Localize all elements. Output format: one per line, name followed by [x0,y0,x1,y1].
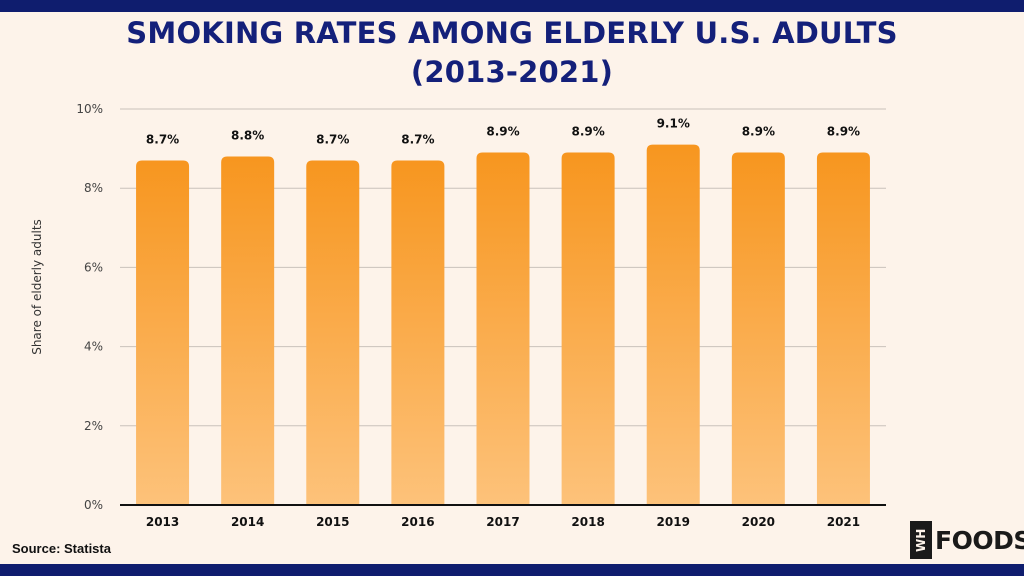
y-axis-ticks: 0% 2% 4% 6% 8% 10% [76,102,103,512]
bar-2014 [221,156,275,505]
chart-title-line-2: (2013-2021) [410,55,614,89]
x-tick-label-2020: 2020 [742,515,775,529]
bar-2016 [391,160,445,506]
y-tick-label-0: 0% [84,498,103,512]
y-tick-label-8: 8% [84,181,103,195]
logo-badge: WH [910,521,932,559]
bar-2013 [136,160,190,506]
logo-text: FOODS [935,525,1024,555]
y-axis-label: Share of elderly adults [30,219,44,355]
y-tick-label-2: 2% [84,419,103,433]
bar-2017 [476,152,530,505]
data-label-2016: 8.7% [401,132,434,146]
data-label-2017: 8.9% [486,125,519,139]
x-tick-label-2019: 2019 [657,515,690,529]
x-tick-label-2021: 2021 [827,515,860,529]
data-labels: 8.7% 8.8% 8.7% 8.7% 8.9% 8.9% 9.1% 8.9% 8.9% [146,117,860,147]
chart-title-line-1: SMOKING RATES AMONG ELDERLY U.S. ADULTS [126,16,898,50]
data-label-2019: 9.1% [657,117,690,131]
wh-foods-logo: WH FOODS [910,520,1024,560]
y-tick-label-10: 10% [76,102,103,116]
bar-2019 [646,144,700,505]
top-frame-bar [0,0,1024,12]
x-tick-label-2014: 2014 [231,515,264,529]
data-label-2018: 8.9% [571,125,604,139]
data-label-2013: 8.7% [146,132,179,146]
bar-2021 [816,152,870,505]
x-axis-ticks: 2013 2014 2015 2016 2017 2018 2019 2020 2021 [146,515,860,529]
x-tick-label-2016: 2016 [401,515,434,529]
data-label-2014: 8.8% [231,129,264,143]
source-note: Source: Statista [12,541,111,556]
x-tick-label-2018: 2018 [571,515,604,529]
y-tick-label-6: 6% [84,260,103,274]
x-tick-label-2013: 2013 [146,515,179,529]
bar-2018 [561,152,615,505]
chart-title: SMOKING RATES AMONG ELDERLY U.S. ADULTS … [0,14,1024,92]
bar-2020 [731,152,785,505]
bottom-frame-bar [0,564,1024,576]
bars [136,144,870,506]
y-tick-label-4: 4% [84,340,103,354]
bar-2015 [306,160,360,506]
data-label-2021: 8.9% [827,125,860,139]
x-tick-label-2017: 2017 [486,515,519,529]
data-label-2020: 8.9% [742,125,775,139]
x-tick-label-2015: 2015 [316,515,349,529]
data-label-2015: 8.7% [316,132,349,146]
